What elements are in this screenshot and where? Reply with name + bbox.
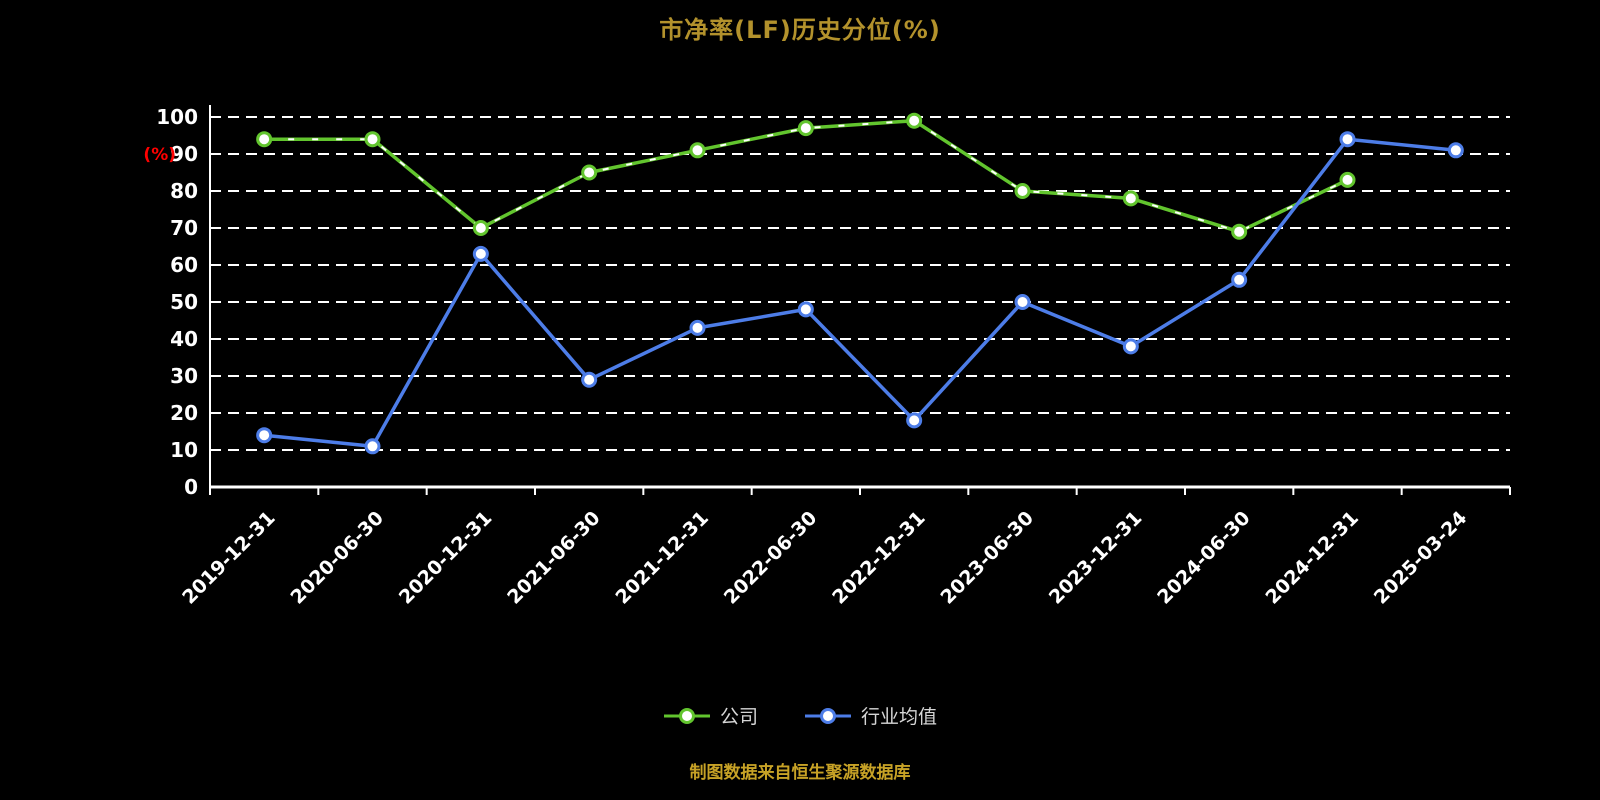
x-tick-label: 2024-06-30 [1153, 507, 1255, 609]
industry-data-point [364, 438, 381, 455]
industry-data-point [689, 319, 706, 336]
x-tick-label: 2020-06-30 [287, 507, 389, 609]
industry-data-point [256, 427, 273, 444]
industry-data-point [797, 301, 814, 318]
y-tick-label: 30 [170, 364, 198, 388]
legend-label: 公司 [719, 706, 758, 728]
company-data-point [364, 131, 381, 148]
industry-data-point [906, 412, 923, 429]
x-tick-label: 2023-12-31 [1045, 507, 1147, 609]
y-tick-label: 100 [156, 105, 198, 129]
x-tick-label: 2024-12-31 [1262, 507, 1364, 609]
y-tick-label: 50 [170, 290, 198, 314]
industry-data-point [581, 371, 598, 388]
legend: 公司 行业均值 [0, 702, 1600, 729]
legend-item-industry[interactable]: 行业均值 [804, 702, 937, 729]
x-tick-label: 2021-12-31 [612, 507, 714, 609]
y-tick-label: 70 [170, 216, 198, 240]
y-tick-label: 10 [170, 438, 198, 462]
industry-data-point [1014, 294, 1031, 310]
industry-data-point [1447, 142, 1464, 159]
industry-data-point [1122, 338, 1139, 355]
company-data-point [472, 220, 489, 236]
x-tick-label: 2022-06-30 [720, 507, 822, 609]
y-tick-label: 80 [170, 179, 198, 203]
y-tick-label: 40 [170, 327, 198, 351]
y-tick-label: 90 [170, 142, 198, 166]
x-tick-label: 2025-03-24 [1370, 507, 1472, 609]
x-tick-label: 2019-12-31 [178, 507, 280, 609]
company-data-point [256, 131, 273, 148]
y-tick-label: 0 [184, 475, 198, 499]
y-axis-unit-label: (%) [143, 145, 176, 165]
company-series-line [262, 118, 1350, 234]
company-data-point [797, 120, 814, 137]
chart-title: 市净率(LF)历史分位(%) [659, 16, 941, 44]
industry-series-line [262, 137, 1458, 449]
legend-label: 行业均值 [861, 706, 938, 728]
company-data-point [1231, 223, 1248, 240]
legend-marker-icon [805, 707, 851, 724]
industry-data-point [472, 245, 489, 262]
industry-data-point [1339, 131, 1356, 148]
company-data-point [1122, 190, 1139, 207]
company-data-point [689, 142, 706, 159]
legend-marker-icon [663, 707, 710, 724]
footer-note: 制图数据来自恒生聚源数据库 [689, 763, 911, 783]
y-tick-label: 60 [170, 253, 198, 277]
y-tick-label: 20 [170, 401, 198, 425]
x-tick-label: 2020-12-31 [395, 507, 497, 609]
company-data-point [1339, 171, 1356, 188]
x-tick-label: 2022-12-31 [828, 507, 930, 609]
x-tick-label: 2023-06-30 [937, 507, 1039, 609]
legend-item-company[interactable]: 公司 [663, 702, 758, 729]
company-data-point [1014, 183, 1031, 199]
industry-data-point [1231, 271, 1248, 288]
company-data-point [581, 164, 598, 181]
company-data-point [906, 112, 923, 129]
x-tick-label: 2021-06-30 [503, 507, 605, 609]
